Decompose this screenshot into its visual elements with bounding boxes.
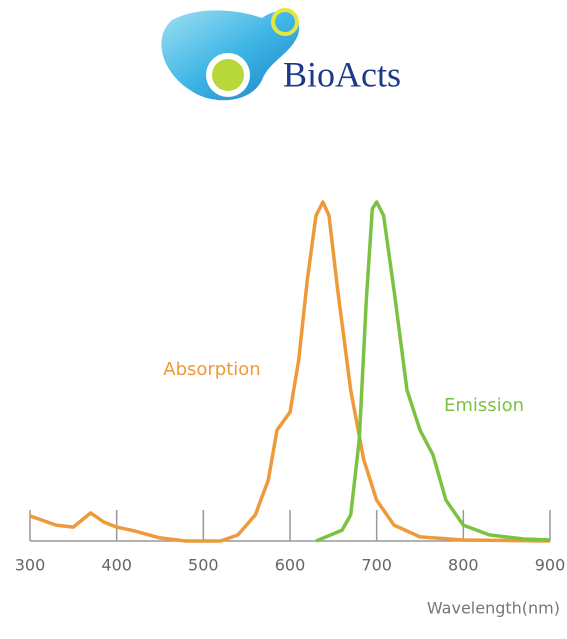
- series-label: Emission: [444, 395, 524, 416]
- logo-ring: [271, 8, 299, 36]
- logo-ball-inner: [212, 59, 244, 91]
- x-tick-label: 400: [101, 556, 132, 575]
- chart: 300 400 500 600 700 800 900 Wavelength(nm) Absor…: [15, 200, 566, 618]
- series-label: Absorption: [163, 359, 260, 380]
- x-tick-label: 500: [188, 556, 219, 575]
- line: [29, 200, 551, 543]
- x-axis-label: Wavelength(nm): [427, 599, 560, 618]
- x-tick-label: 900: [535, 556, 566, 575]
- logo: BioActs: [161, 8, 401, 101]
- x-tick-label: 800: [448, 556, 479, 575]
- line: [315, 200, 551, 543]
- x-tick-label: 600: [275, 556, 306, 575]
- x-tick-label: 300: [15, 556, 46, 575]
- logo-text: BioActs: [283, 54, 401, 94]
- x-tick-label: 700: [361, 556, 392, 575]
